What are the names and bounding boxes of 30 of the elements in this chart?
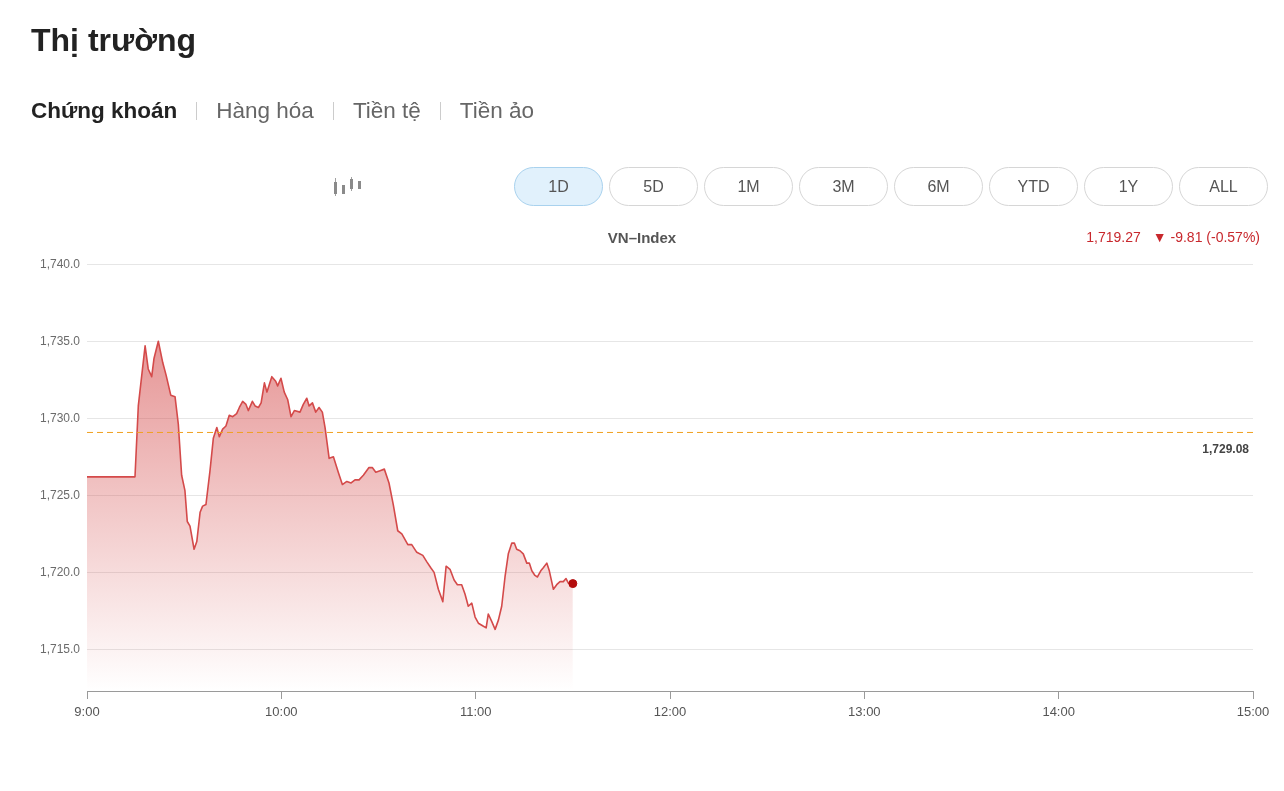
x-tick-label: 15:00 xyxy=(1236,704,1270,720)
x-tick-label: 10:00 xyxy=(265,704,298,720)
range-button[interactable]: 1Y xyxy=(1084,167,1173,206)
range-button[interactable]: 6M xyxy=(894,167,983,206)
ref-line-label: 1,729.08 xyxy=(1202,441,1250,456)
y-tick-label: 1,730.0 xyxy=(39,410,81,425)
text: Tiền tệ xyxy=(352,98,421,124)
range-button[interactable]: 1D xyxy=(514,167,603,206)
x-tick-label: 13:00 xyxy=(848,704,881,720)
y-tick-label: 1,740.0 xyxy=(39,256,81,271)
y-tick-label: 1,720.0 xyxy=(39,564,81,579)
x-tick-label: 11:00 xyxy=(459,704,492,720)
text: Hàng hóa xyxy=(216,98,314,124)
x-tick-label: 14:00 xyxy=(1042,704,1075,720)
range-button[interactable]: ALL xyxy=(1179,167,1268,206)
x-tick-label: 12:00 xyxy=(653,704,687,720)
text: Thị trường xyxy=(31,22,196,59)
text: Chứng khoán xyxy=(31,98,178,124)
y-tick-label: 1,725.0 xyxy=(39,487,81,502)
y-tick-label: 1,715.0 xyxy=(39,641,81,656)
chart-title: VN–Index xyxy=(607,229,677,246)
range-button[interactable]: 5D xyxy=(609,167,698,206)
text: 1,719.27 xyxy=(1086,229,1141,245)
text: Tiền ảo xyxy=(459,98,535,124)
range-button[interactable]: 3M xyxy=(799,167,888,206)
range-button[interactable]: 1M xyxy=(704,167,793,206)
text: ▼ -9.81 (-0.57%) xyxy=(1152,229,1260,245)
range-button[interactable]: YTD xyxy=(989,167,1078,206)
x-tick-label: 9:00 xyxy=(74,704,100,720)
y-tick-label: 1,735.0 xyxy=(39,333,81,348)
